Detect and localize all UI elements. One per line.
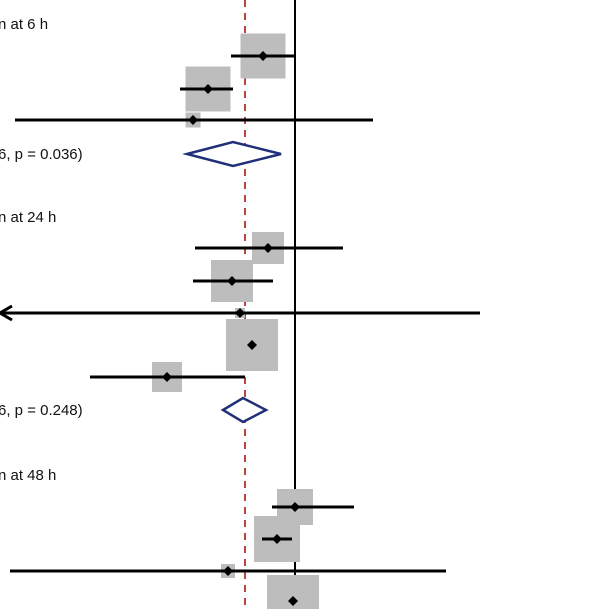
subgroup-heading: n at 48 h (0, 467, 56, 484)
study-point-estimate (290, 502, 300, 512)
subgroup-heading: n at 6 h (0, 16, 48, 33)
summary-label: 6, p = 0.036) (0, 146, 83, 163)
study-point-estimate (235, 308, 245, 318)
study-point-estimate (263, 243, 273, 253)
summary-diamond (220, 396, 269, 424)
summary-label: 6, p = 0.248) (0, 402, 83, 419)
forest-marks: n at 6 h 6, p = 0.036) n at 24 h 6, p = 0.2… (0, 16, 480, 609)
study-point-estimate (223, 566, 233, 576)
summary-diamond (182, 140, 282, 168)
study-point-estimate (162, 372, 172, 382)
study-point-estimate (258, 51, 268, 61)
study-point-estimate (188, 115, 198, 125)
study-point-estimate (247, 340, 257, 350)
study-point-estimate (227, 276, 237, 286)
study-point-estimate (272, 534, 282, 544)
study-point-estimate (288, 596, 298, 606)
ci-arrow-left (0, 304, 13, 322)
study-point-estimate (203, 84, 213, 94)
subgroup-heading: n at 24 h (0, 209, 56, 226)
